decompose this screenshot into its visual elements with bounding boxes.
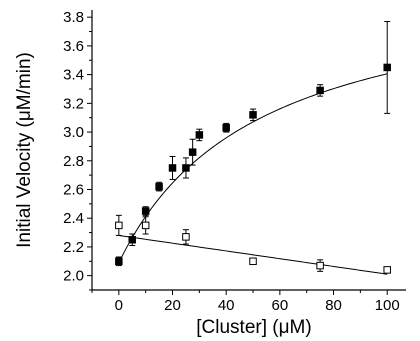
x-axis-label: [Cluster] (μM) [196, 317, 311, 338]
x-tick-label: 20 [164, 297, 181, 314]
data-point-series-1 [155, 181, 163, 192]
filled-square-marker [249, 111, 257, 119]
data-point-series-1 [128, 233, 137, 246]
open-square-marker [182, 233, 190, 241]
x-tick-label: 80 [325, 297, 342, 314]
filled-square-marker [195, 131, 204, 139]
data-point-series-1 [222, 122, 230, 133]
data-point-series-1 [182, 157, 190, 179]
fit-line-series-1 [118, 73, 388, 263]
open-square-marker [115, 221, 123, 230]
fit-line-series-2 [118, 234, 388, 275]
open-square-marker [249, 257, 257, 266]
filled-square-marker [383, 63, 391, 72]
y-tick-label: 2.2 [63, 239, 84, 256]
filled-square-marker [168, 164, 177, 172]
x-tick-label: 60 [272, 297, 289, 314]
filled-square-marker [115, 257, 123, 266]
fit-lines [118, 73, 388, 275]
y-tick-label: 2.0 [63, 268, 84, 285]
y-tick-label: 3.6 [63, 38, 84, 55]
filled-square-marker [222, 123, 230, 132]
x-tick-label: 40 [218, 297, 235, 314]
y-tick-label: 2.4 [63, 210, 84, 227]
data-point-series-2 [115, 214, 123, 236]
x-tick-label: 100 [375, 297, 400, 314]
y-tick-label: 3.8 [63, 9, 84, 26]
filled-square-marker [188, 148, 197, 156]
data-point-series-1 [168, 155, 177, 180]
data-point-series-2 [316, 259, 324, 272]
data-point-series-1 [249, 108, 257, 122]
data-point-series-2 [249, 257, 257, 266]
y-tick-label: 2.6 [63, 181, 84, 198]
y-axis-label: Initial Velocity (μM/min) [14, 52, 35, 248]
data-marks [115, 20, 391, 274]
filled-square-marker [155, 182, 163, 191]
data-point-series-1 [188, 138, 197, 166]
data-point-series-2 [182, 229, 190, 245]
filled-square-marker [141, 207, 150, 215]
data-point-series-1 [115, 256, 123, 267]
data-point-series-2 [383, 266, 391, 274]
axes: 0 20 40 60 80 100 2.0 2.2 2.4 2.6 2.8 3.0 3.2 3.4 3.6 3… [63, 9, 406, 314]
data-point-series-1 [316, 84, 324, 97]
data-point-series-1 [383, 20, 391, 114]
data-point-series-1 [195, 128, 204, 142]
filled-square-marker [182, 164, 190, 172]
open-square-marker [141, 221, 150, 230]
y-tick-label: 3.0 [63, 124, 84, 141]
x-tick-label: 0 [115, 297, 123, 314]
data-point-series-2 [141, 216, 150, 235]
open-square-marker [316, 261, 324, 270]
data-point-series-1 [141, 206, 150, 216]
open-square-marker [383, 266, 391, 274]
filled-square-marker [128, 235, 137, 244]
y-tick-label: 3.4 [63, 67, 84, 84]
y-tick-label: 3.2 [63, 95, 84, 112]
y-tick-label: 2.8 [63, 153, 84, 170]
filled-square-marker [316, 86, 324, 95]
